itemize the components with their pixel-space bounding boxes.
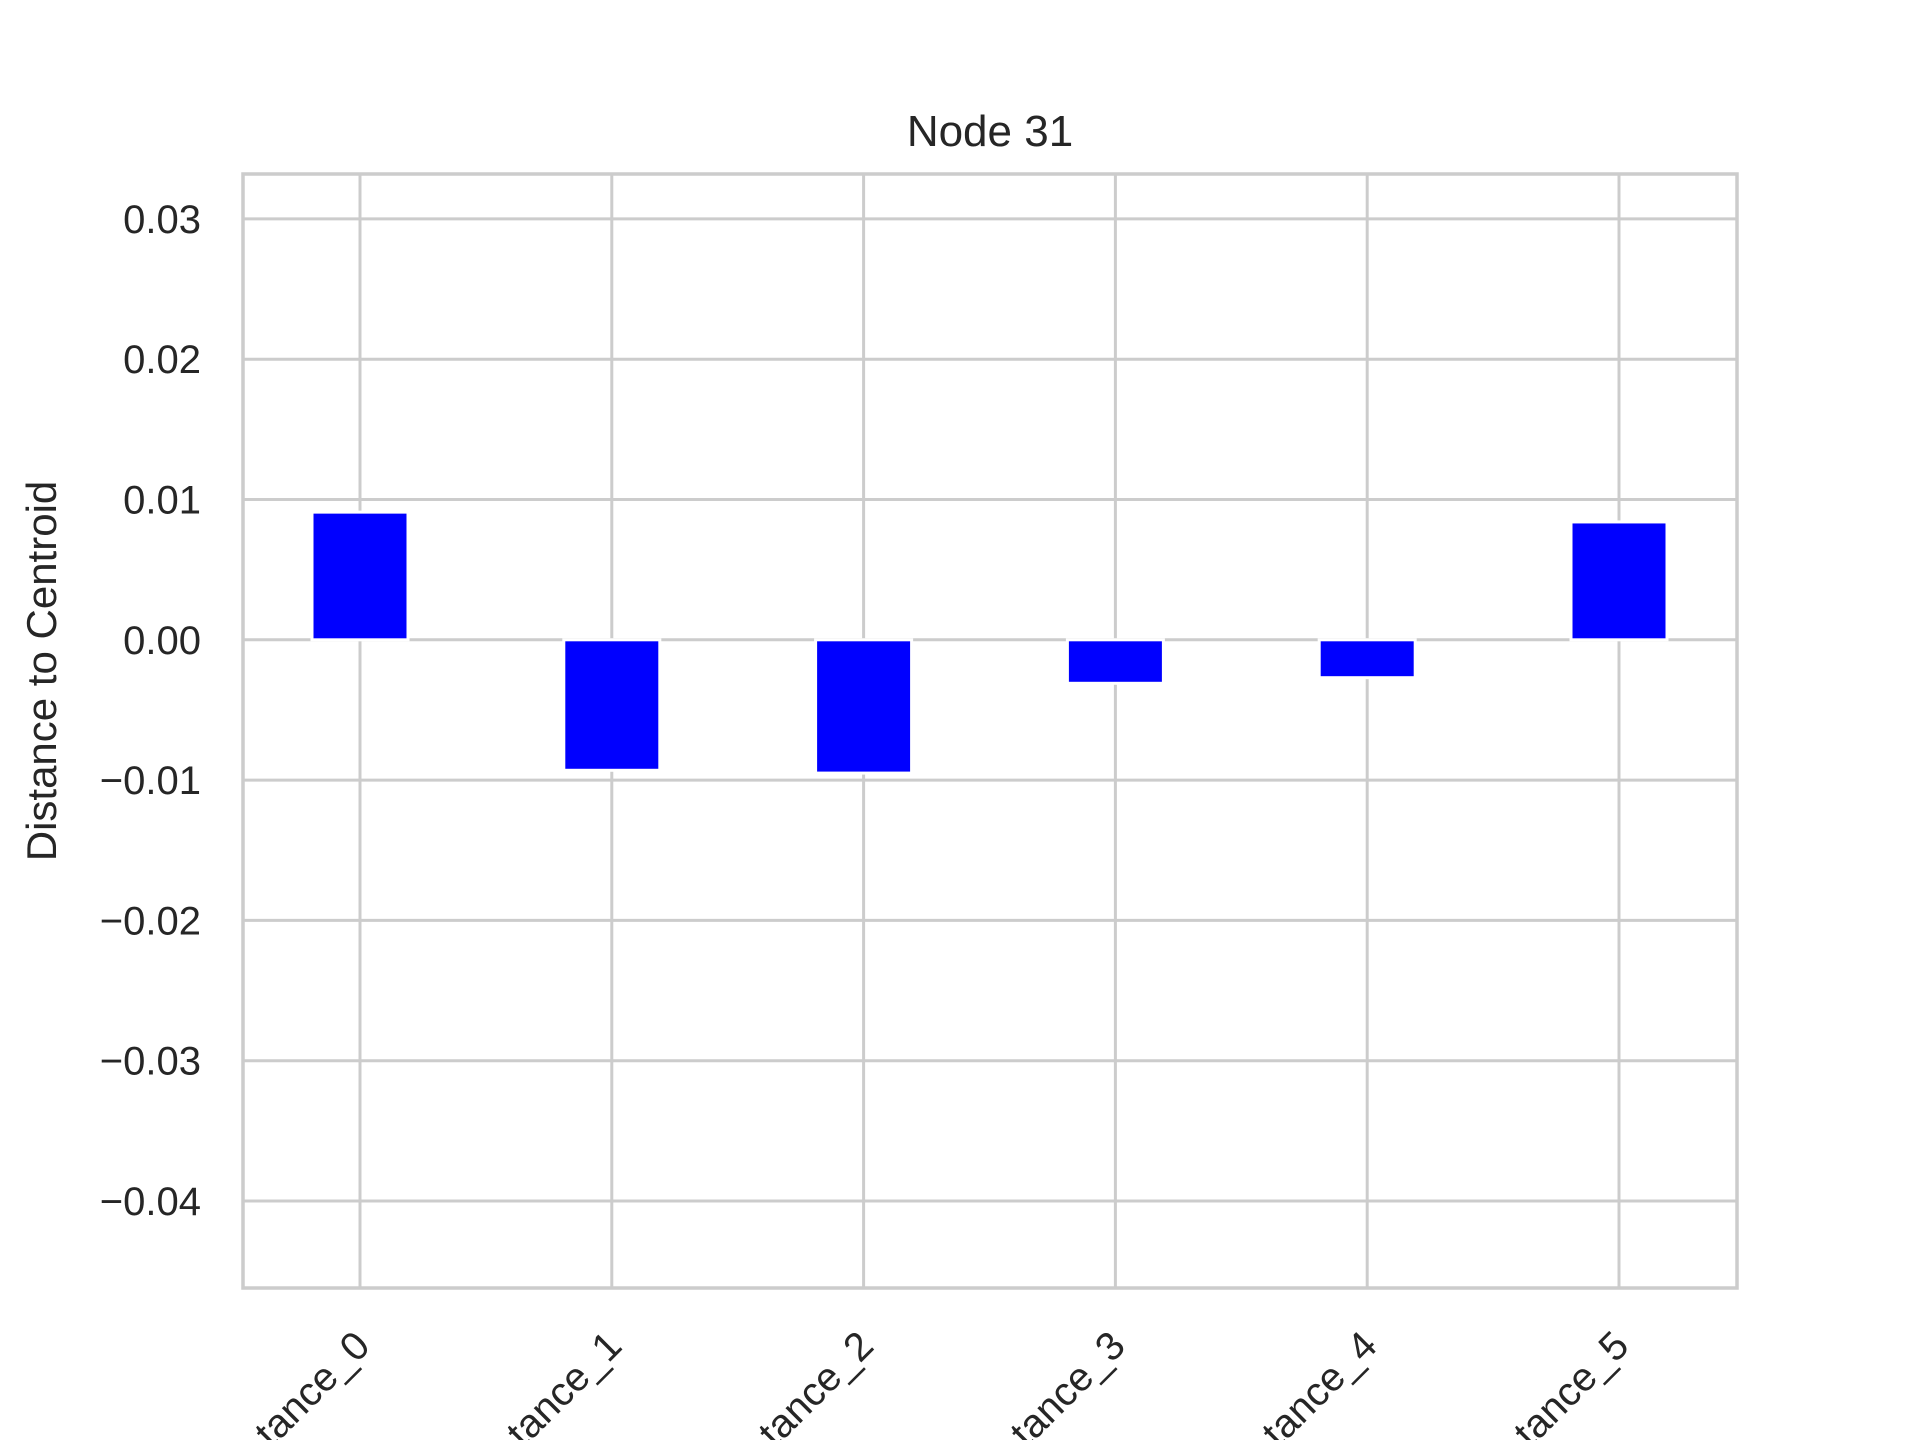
chart-title: Node 31 [907, 107, 1073, 156]
bar [1569, 520, 1669, 642]
bar [310, 510, 410, 642]
bar [562, 638, 662, 772]
y-tick-label: −0.04 [100, 1180, 201, 1224]
grid [243, 174, 1737, 1288]
y-tick-label: 0.02 [123, 338, 201, 382]
bars [310, 510, 1669, 775]
y-tick-labels: 0.03 0.02 0.01 0.00 −0.01 −0.02 −0.03 −0.04 [100, 198, 201, 1224]
bar [1317, 638, 1417, 680]
y-tick-label: −0.02 [100, 899, 201, 943]
bar [814, 638, 914, 775]
y-axis-label: Distance to Centroid [18, 481, 65, 862]
y-tick-label: 0.00 [123, 619, 201, 663]
bar [1065, 638, 1165, 685]
y-tick-label: −0.03 [100, 1040, 201, 1084]
y-tick-label: 0.01 [123, 479, 201, 523]
y-tick-label: −0.01 [100, 759, 201, 803]
plot-frame [241, 172, 1739, 1290]
y-tick-label: 0.03 [123, 198, 201, 242]
